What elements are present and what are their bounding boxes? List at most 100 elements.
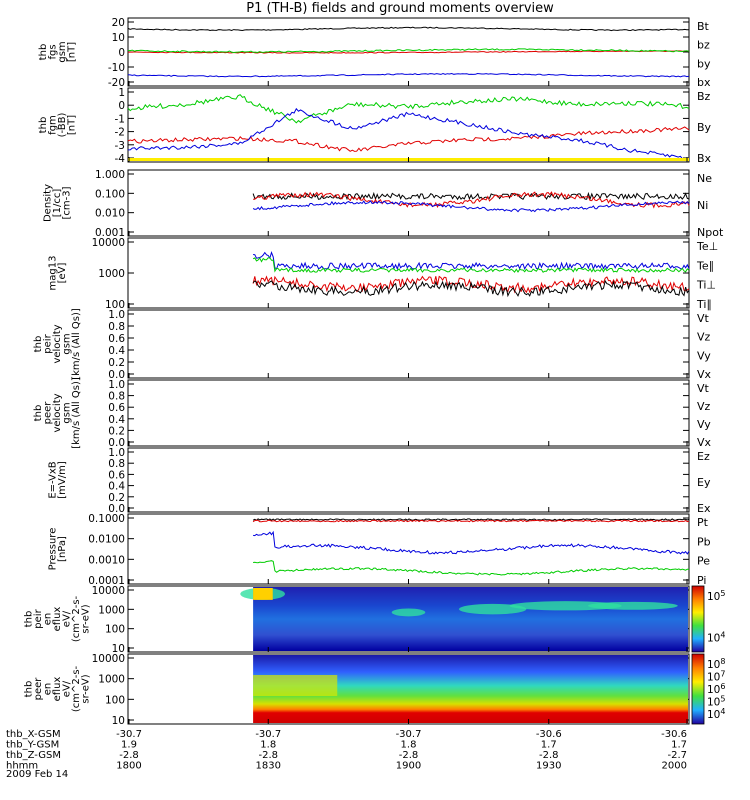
legend-Ne: Ne (697, 172, 712, 185)
panel-pressure: 0.1000 0.0100 0.0010 0.0001 Pressure[nPa] Pt P… (47, 513, 710, 587)
y-tick-label: 1000 (98, 268, 125, 280)
series-Bx (128, 107, 690, 160)
y-tick-label: -2 (115, 127, 125, 139)
x-tick-label: 1.9 (121, 740, 137, 751)
spectrogram-feature (253, 588, 273, 600)
spectrogram-feature (253, 675, 338, 696)
y-tick-label: 1.000 (95, 169, 125, 181)
y-tick-label: 10000 (92, 237, 125, 249)
legend-Vt: Vt (697, 312, 710, 325)
y-axis-label: en (43, 613, 54, 626)
x-tick-label: -2.8 (119, 750, 139, 761)
legend-Ti⊥: Ti⊥ (696, 279, 716, 292)
y-axis-label: thb (33, 336, 44, 353)
y-axis-label: thb (24, 611, 35, 628)
y-tick-label: 0.0100 (88, 534, 125, 546)
legend-Bx: Bx (697, 152, 712, 165)
y-axis-label: [eV] (57, 263, 68, 284)
y-axis-label: (-BB) (57, 113, 68, 138)
y-axis-label: [nT] (66, 115, 77, 135)
y-tick-label: 10 (112, 715, 125, 727)
x-tick-label: -30.7 (116, 729, 142, 740)
legend-Vy: Vy (697, 349, 711, 362)
y-tick-label: 1.0 (108, 379, 125, 391)
x-tick-label: 2000 (662, 761, 687, 772)
panel-temp: 10000 1000 100 mag13[eV] Te⊥ Te∥ Ti⊥ Ti∥ (47, 237, 718, 311)
y-axis-label: gsm (62, 333, 73, 354)
legend-By: By (697, 121, 712, 134)
y-tick-label: 20 (112, 17, 125, 29)
x-axis-annotation: thb_X-GSMthb_Y-GSMthb_Z-GSMhhmm-30.71.9-… (6, 81, 688, 772)
y-axis-label: E=-VxB (47, 461, 58, 498)
y-axis-label: (cm^2-s- (71, 665, 82, 712)
series-Ti-par (252, 257, 690, 273)
x-tick-label: -30.6 (536, 729, 562, 740)
spectrogram-feature (588, 601, 678, 610)
legend-Vz: Vz (697, 400, 711, 413)
panel-vi: 1.00.80.60.40.20.0 thbpeirvelocitygsm[km/… (33, 308, 712, 381)
y-tick-label: 0.4 (108, 414, 125, 426)
y-axis-label: Density (43, 184, 54, 222)
panel-frame (127, 237, 690, 309)
legend-Vx: Vx (697, 436, 712, 449)
y-axis-label: [mV/m] (57, 461, 68, 499)
series-Ne (253, 191, 690, 209)
y-axis-label: [nPa] (57, 536, 68, 562)
series-Pt (252, 518, 690, 521)
colorbar (691, 585, 705, 653)
series-Te-perp (252, 275, 690, 294)
y-tick-label: 10000 (92, 653, 125, 665)
x-tick-label: 1830 (256, 761, 281, 772)
legend-Npot: Npot (697, 226, 724, 239)
y-axis-label: peer (33, 677, 44, 701)
panel-frame (127, 87, 690, 163)
y-axis-label: eflux (52, 677, 63, 702)
y-tick-label: 0.0001 (88, 575, 125, 587)
legend-Ti∥: Ti∥ (696, 298, 712, 311)
y-axis-label: gsm (57, 41, 68, 62)
spectrogram-feature (509, 601, 622, 611)
y-tick-label: 0.2 (108, 425, 125, 437)
y-axis-label: eV/ (62, 680, 73, 697)
x-tick-label: -2.8 (258, 750, 278, 761)
y-tick-label: 0.6 (108, 402, 125, 414)
series-Pb (252, 519, 690, 523)
panel-ve: 1.00.80.60.40.20.0 thbpeervelocitygsm[km/… (33, 377, 712, 449)
series-Pe (253, 560, 689, 576)
y-tick-label: 1000 (98, 604, 125, 616)
legend-Ni: Ni (697, 199, 708, 212)
legend-Pb: Pb (697, 535, 711, 548)
legend-Pi: Pi (697, 574, 706, 587)
x-row-label: thb_X-GSM (6, 729, 61, 740)
y-tick-label: 1.0 (108, 447, 125, 459)
y-axis-label: peer (43, 401, 54, 425)
y-tick-label: 0.1000 (88, 513, 125, 525)
y-tick-label: 0.010 (95, 208, 125, 220)
panel-frame (127, 513, 690, 585)
x-tick-label: -30.7 (396, 729, 422, 740)
y-axis-label: [cm-3] (62, 186, 73, 219)
legend-Vt: Vt (697, 382, 710, 395)
series-Bz (127, 126, 690, 152)
x-tick-label: 1.7 (671, 740, 687, 751)
y-axis-label: peir (33, 608, 44, 628)
colorbar-tick-label: 104 (707, 630, 725, 644)
y-axis-label: sr-eV) (81, 674, 92, 703)
series-Npot (252, 200, 690, 213)
x-tick-label: -2.7 (667, 750, 687, 761)
panel-frame (127, 169, 690, 237)
y-axis-label: velocity (52, 324, 63, 363)
y-tick-label: 0.8 (108, 391, 125, 403)
y-axis-label: gsm (62, 402, 73, 423)
y-axis-label: fgm (47, 115, 58, 135)
x-tick-label: -2.8 (399, 750, 419, 761)
y-tick-label: -4 (115, 153, 126, 165)
legend-Te⊥: Te⊥ (696, 240, 718, 253)
y-tick-label: 0 (118, 100, 125, 112)
legend-Ey: Ey (697, 476, 711, 489)
legend-Te∥: Te∥ (696, 259, 714, 272)
y-axis-label: [1/cc] (52, 189, 63, 218)
